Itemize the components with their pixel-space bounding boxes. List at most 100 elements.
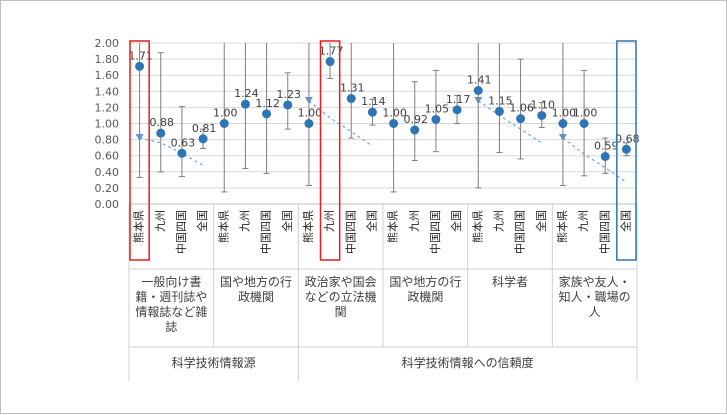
data-point [579, 119, 589, 128]
data-point [558, 119, 568, 128]
region-label: 九州 [492, 210, 505, 232]
data-point [346, 94, 356, 104]
group-label: 人 [589, 305, 601, 319]
y-tick-label: 1.60 [95, 69, 120, 82]
data-label: 1.00 [573, 107, 598, 120]
super-group-label: 科学技術情報への信頼度 [402, 355, 534, 370]
y-tick-label: 0.20 [95, 182, 120, 195]
data-label: 0.59 [594, 140, 619, 153]
data-label: 1.14 [361, 95, 386, 108]
trend-line [562, 137, 627, 183]
region-label: 熊本県 [216, 210, 230, 243]
data-point [410, 125, 420, 135]
data-label: 0.92 [404, 113, 429, 126]
data-point [473, 85, 483, 95]
data-label: 1.05 [425, 102, 450, 115]
trend-line [477, 100, 543, 144]
data-label: 1.17 [446, 93, 471, 106]
data-label: 1.00 [382, 107, 407, 120]
region-label: 中国四国 [429, 210, 442, 254]
highlight-box [129, 40, 150, 261]
region-label: 全国 [280, 210, 294, 232]
data-point [240, 99, 250, 109]
highlight-box [616, 40, 637, 261]
data-point [156, 128, 166, 138]
y-tick-label: 1.00 [95, 118, 120, 131]
group-label: 政機関 [407, 289, 443, 304]
data-point [304, 119, 314, 128]
data-point [600, 152, 610, 162]
data-point [219, 119, 229, 128]
region-label: 中国四国 [514, 210, 527, 254]
group-label: 一般向け書 [141, 274, 201, 289]
region-label: 熊本県 [386, 210, 400, 243]
region-label: 九州 [408, 210, 421, 232]
region-label: 全国 [449, 210, 463, 232]
group-label: 政機関 [238, 289, 274, 304]
trend-line [308, 100, 373, 147]
data-point [177, 148, 187, 158]
data-point [537, 110, 547, 120]
y-tick-label: 0.60 [95, 150, 120, 163]
group-label: 知人・職場の [559, 290, 631, 304]
super-group-label: 科学技術情報源 [172, 355, 256, 370]
data-label: 1.71 [128, 49, 153, 62]
region-label: 中国四国 [344, 210, 357, 254]
data-point [516, 114, 526, 124]
region-label: 熊本県 [470, 210, 484, 243]
data-point [262, 109, 272, 119]
region-label: 九州 [323, 210, 336, 232]
group-label: 政治家や国会 [305, 274, 377, 289]
data-label: 1.77 [319, 45, 344, 58]
data-point [283, 100, 293, 110]
y-tick-label: 2.00 [95, 37, 120, 50]
region-label: 中国四国 [598, 210, 611, 254]
y-tick-label: 0.80 [95, 134, 120, 147]
group-label: などの立法機 [305, 289, 377, 304]
group-label: 籍・週刊誌や [135, 289, 207, 304]
data-label: 1.23 [277, 88, 302, 101]
region-label: 全国 [534, 210, 548, 232]
region-label: 熊本県 [555, 210, 569, 243]
region-label: 全国 [195, 210, 209, 232]
region-label: 中国四国 [260, 210, 273, 254]
data-label: 1.00 [213, 107, 238, 120]
y-tick-label: 0.00 [95, 198, 120, 211]
region-label: 九州 [238, 210, 251, 232]
group-label: 誌 [165, 319, 177, 334]
data-label: 0.81 [192, 122, 217, 135]
y-tick-label: 1.20 [95, 101, 120, 114]
data-point [431, 114, 441, 124]
data-point [494, 106, 504, 116]
region-label: 熊本県 [132, 210, 146, 243]
data-point [367, 107, 377, 117]
data-label: 0.63 [171, 136, 196, 149]
group-label: 国や地方の行 [389, 274, 461, 289]
group-label: 情報誌など雑 [135, 304, 207, 319]
region-label: 九州 [154, 210, 167, 232]
region-label: 熊本県 [301, 210, 315, 243]
data-point [325, 57, 335, 67]
data-point [135, 61, 145, 71]
data-label: 1.24 [234, 87, 259, 100]
highlight-box [319, 40, 341, 261]
region-label: 全国 [618, 210, 632, 232]
data-point [452, 105, 462, 115]
group-label: 科学者 [492, 274, 528, 289]
data-point [198, 134, 208, 144]
data-label: 0.88 [150, 116, 175, 129]
data-label: 1.10 [531, 98, 556, 111]
data-label: 1.41 [467, 73, 492, 86]
data-point [621, 144, 631, 154]
data-label: 1.06 [509, 102, 534, 115]
y-tick-label: 0.40 [95, 166, 120, 179]
data-label: 1.12 [255, 97, 280, 110]
group-label: 国や地方の行 [220, 274, 292, 289]
y-tick-label: 1.80 [95, 53, 120, 66]
data-label: 1.00 [552, 107, 577, 120]
region-label: 九州 [577, 210, 590, 232]
y-tick-label: 1.40 [95, 85, 120, 98]
region-label: 全国 [364, 210, 378, 232]
